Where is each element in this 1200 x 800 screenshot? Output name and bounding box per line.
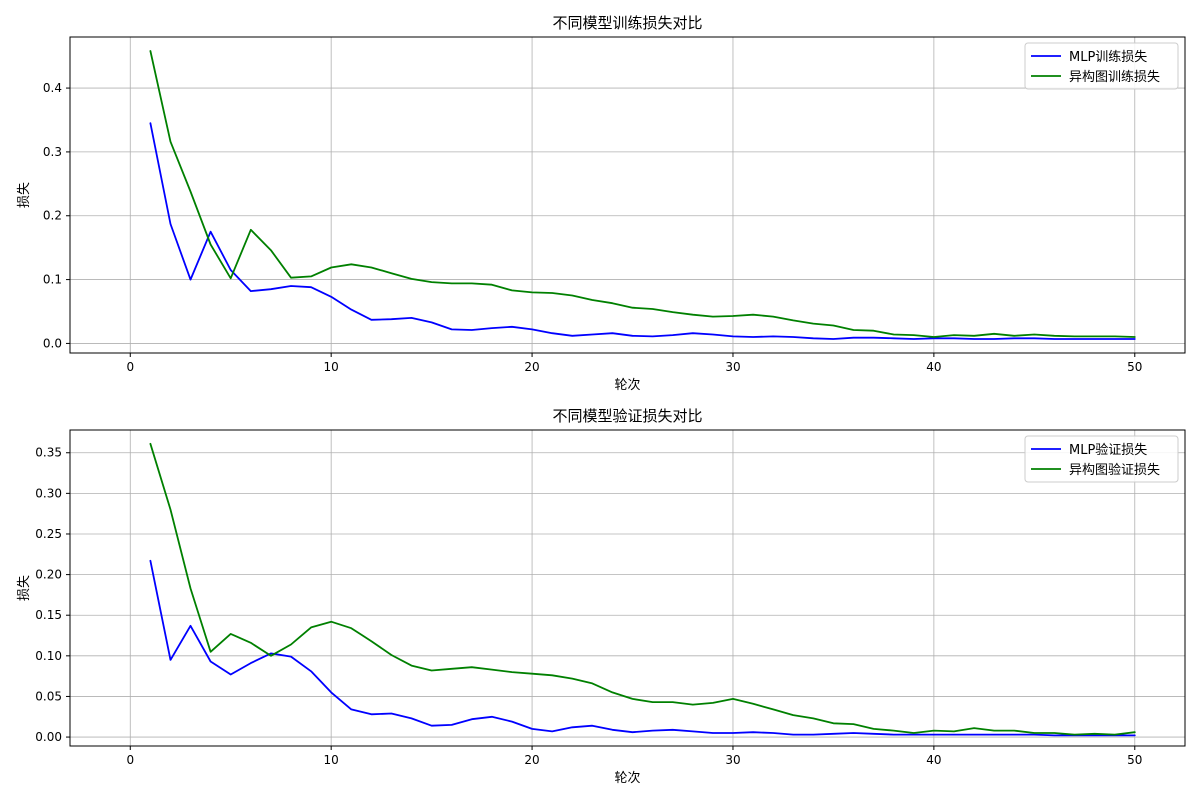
val-x-tick-label: 10 [324, 753, 339, 767]
val-y-tick-label: 0.15 [35, 608, 62, 622]
val-y-tick-label: 0.10 [35, 649, 62, 663]
val-y-tick-label: 0.25 [35, 527, 62, 541]
val-legend-box [1024, 435, 1179, 483]
train-x-tick-label: 40 [926, 360, 941, 374]
val-legend-label: MLP验证损失 [1069, 442, 1147, 458]
train-plot-frame [69, 36, 1186, 354]
train-y-axis-label: 损失 [17, 182, 32, 208]
train-x-tick-label: 50 [1127, 360, 1142, 374]
train-legend-label: 异构图训练损失 [1069, 70, 1160, 85]
val-x-axis-label: 轮次 [614, 770, 640, 786]
val-y-tick-label: 0.20 [35, 568, 62, 582]
val-loss-chart: 不同模型验证损失对比 0 10 20 30 40 50 0.00 0.05 0.10 0.15 0.… [17, 407, 1186, 786]
val-y-tick-label: 0.00 [35, 730, 62, 744]
train-grid [70, 37, 1185, 353]
val-x-tick-label: 30 [725, 753, 740, 767]
train-y-tick-label: 0.4 [43, 81, 62, 95]
train-chart-title: 不同模型训练损失对比 [552, 14, 702, 32]
train-y-tick-label: 0.0 [43, 336, 62, 350]
train-legend-label: MLP训练损失 [1069, 50, 1147, 65]
train-legend-box [1024, 42, 1179, 90]
train-x-axis-label: 轮次 [614, 377, 640, 393]
val-grid [70, 430, 1185, 746]
val-y-tick-label: 0.30 [35, 486, 62, 500]
val-series-line-hetero-graph [149, 442, 1136, 736]
val-plot-frame [69, 429, 1186, 747]
train-series-line-hetero-graph [149, 50, 1136, 338]
val-x-tick-label: 0 [126, 753, 134, 767]
val-ticks: 0 10 20 30 40 50 0.00 0.05 0.10 0.15 0.20 0.25 0.30 0… [35, 446, 1142, 767]
val-x-tick-label: 50 [1127, 753, 1142, 767]
train-y-tick-label: 0.3 [43, 145, 62, 159]
train-x-tick-label: 30 [725, 360, 740, 374]
train-y-tick-label: 0.1 [43, 273, 62, 287]
val-x-tick-label: 40 [926, 753, 941, 767]
val-series-line-mlp [149, 559, 1136, 737]
train-x-tick-label: 0 [126, 360, 134, 374]
val-y-axis-label: 损失 [17, 575, 32, 601]
train-series-line-mlp [149, 122, 1136, 340]
val-x-tick-label: 20 [524, 753, 539, 767]
train-y-tick-label: 0.2 [43, 209, 62, 223]
val-chart-title: 不同模型验证损失对比 [552, 407, 702, 425]
val-y-tick-label: 0.05 [35, 689, 62, 703]
train-ticks: 0 10 20 30 40 50 0.0 0.1 0.2 0.3 0.4 [43, 81, 1143, 374]
train-series [149, 50, 1136, 340]
val-y-tick-label: 0.35 [35, 446, 62, 460]
train-x-tick-label: 10 [324, 360, 339, 374]
train-x-tick-label: 20 [524, 360, 539, 374]
val-legend-label: 异构图验证损失 [1069, 462, 1160, 478]
val-series [149, 442, 1136, 737]
train-loss-chart: 不同模型训练损失对比 0 10 20 30 40 50 0.0 0.1 0.2 0.3 0.4 轮次… [17, 14, 1186, 393]
